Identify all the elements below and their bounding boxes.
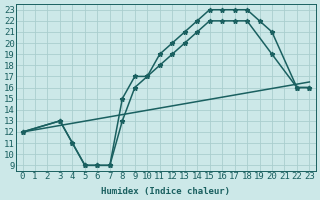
X-axis label: Humidex (Indice chaleur): Humidex (Indice chaleur) <box>101 187 230 196</box>
